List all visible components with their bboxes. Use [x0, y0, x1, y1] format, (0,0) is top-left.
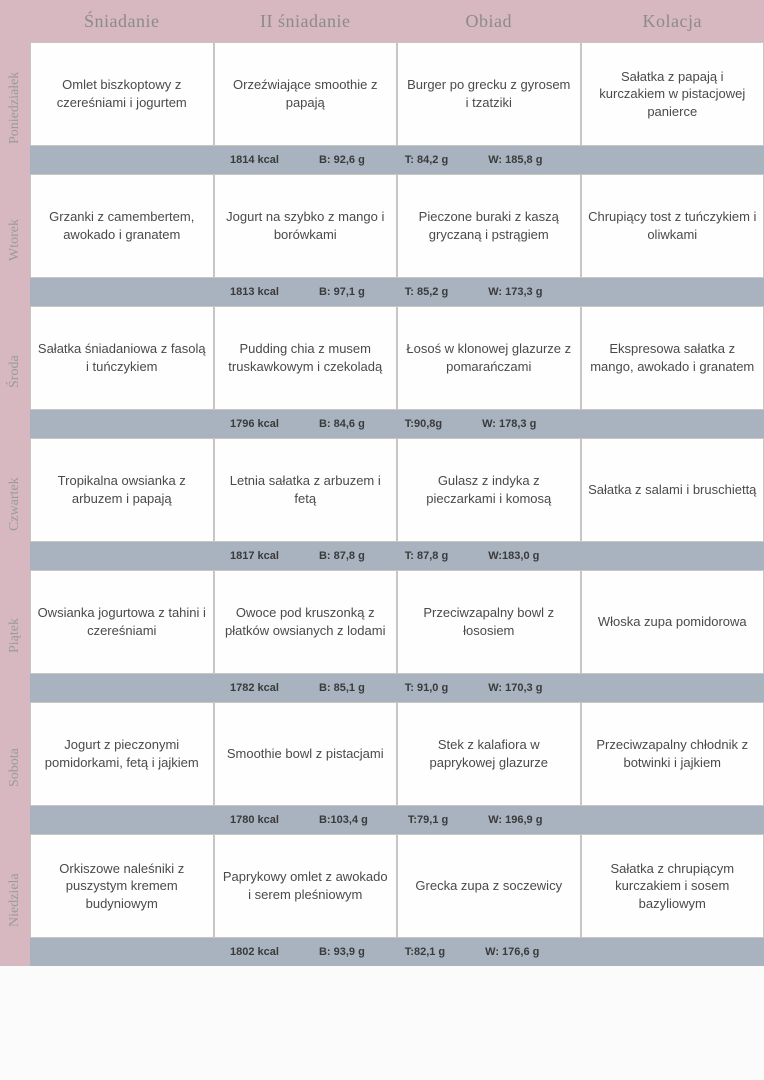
nutrition-w: W: 185,8 g: [488, 154, 542, 166]
header-obiad: Obiad: [397, 0, 581, 42]
nutrition-row: 1813 kcal B: 97,1 g T: 85,2 g W: 173,3 g: [30, 278, 764, 306]
nutrition-kcal: 1802 kcal: [230, 946, 279, 958]
nutrition-row: 1796 kcal B: 84,6 g T:90,8g W: 178,3 g: [30, 410, 764, 438]
meal-cell: Stek z kalafiora w paprykowej glazurze: [397, 702, 581, 806]
meal-cell: Grzanki z camembertem, awokado i granate…: [30, 174, 214, 278]
meal-cell: Omlet biszkoptowy z czereśniami i jogurt…: [30, 42, 214, 146]
meal-cell: Tropikalna owsianka z arbuzem i papają: [30, 438, 214, 542]
nutrition-b: B: 92,6 g: [319, 154, 365, 166]
meal-cell: Letnia sałatka z arbuzem i fetą: [214, 438, 398, 542]
header-sniadanie2: II śniadanie: [214, 0, 398, 42]
nutrition-kcal: 1813 kcal: [230, 286, 279, 298]
nutrition-b: B: 93,9 g: [319, 946, 365, 958]
corner-spacer: [0, 0, 30, 42]
nutrition-b: B: 97,1 g: [319, 286, 365, 298]
day-label-6: Niedziela: [0, 834, 30, 966]
meal-cell: Smoothie bowl z pistacjami: [214, 702, 398, 806]
nutrition-t: T: 84,2 g: [405, 154, 448, 166]
meal-cell: Jogurt na szybko z mango i borówkami: [214, 174, 398, 278]
meal-cell: Sałatka śniadaniowa z fasolą i tuńczykie…: [30, 306, 214, 410]
nutrition-kcal: 1814 kcal: [230, 154, 279, 166]
nutrition-kcal: 1796 kcal: [230, 418, 279, 430]
header-kolacja-label: Kolacja: [643, 11, 702, 32]
nutrition-b: B: 85,1 g: [319, 682, 365, 694]
header-sniadanie: Śniadanie: [30, 0, 214, 42]
meal-cell: Sałatka z papają i kurczakiem w pistacjo…: [581, 42, 764, 146]
meal-cell: Orzeźwiające smoothie z papają: [214, 42, 398, 146]
nutrition-t: T: 87,8 g: [405, 550, 448, 562]
header-kolacja: Kolacja: [581, 0, 764, 42]
meal-cell: Ekspresowa sałatka z mango, awokado i gr…: [581, 306, 764, 410]
meal-cell: Orkiszowe naleśniki z puszystym kremem b…: [30, 834, 214, 938]
nutrition-t: T: 91,0 g: [405, 682, 448, 694]
header-sniadanie2-label: II śniadanie: [260, 11, 350, 32]
nutrition-w: W: 173,3 g: [488, 286, 542, 298]
meal-cell: Przeciwzapalny chłodnik z botwinki i jaj…: [581, 702, 764, 806]
meal-cell: Jogurt z pieczonymi pomidorkami, fetą i …: [30, 702, 214, 806]
meal-cell: Paprykowy omlet z awokado i serem pleśni…: [214, 834, 398, 938]
nutrition-w: W:183,0 g: [488, 550, 539, 562]
meal-plan-container: Śniadanie II śniadanie Obiad Kolacja Pon…: [0, 0, 764, 1080]
meal-cell: Przeciwzapalny bowl z łososiem: [397, 570, 581, 674]
nutrition-t: T:79,1 g: [408, 814, 448, 826]
meal-cell: Burger po grecku z gyrosem i tzatziki: [397, 42, 581, 146]
day-label-0: Poniedziałek: [0, 42, 30, 174]
meal-cell: Owsianka jogurtowa z tahini i czereśniam…: [30, 570, 214, 674]
nutrition-w: W: 178,3 g: [482, 418, 536, 430]
meal-cell: Pudding chia z musem truskawkowym i czek…: [214, 306, 398, 410]
nutrition-b: B: 84,6 g: [319, 418, 365, 430]
meal-cell: Włoska zupa pomidorowa: [581, 570, 764, 674]
nutrition-kcal: 1780 kcal: [230, 814, 279, 826]
nutrition-kcal: 1817 kcal: [230, 550, 279, 562]
meal-cell: Gulasz z indyka z pieczarkami i komosą: [397, 438, 581, 542]
day-label-3: Czwartek: [0, 438, 30, 570]
day-label-1: Wtorek: [0, 174, 30, 306]
nutrition-w: W: 196,9 g: [488, 814, 542, 826]
meal-cell: Sałatka z chrupiącym kurczakiem i sosem …: [581, 834, 764, 938]
day-label-4: Piątek: [0, 570, 30, 702]
nutrition-b: B:103,4 g: [319, 814, 368, 826]
header-sniadanie-label: Śniadanie: [84, 11, 159, 32]
meal-cell: Pieczone buraki z kaszą gryczaną i pstrą…: [397, 174, 581, 278]
nutrition-w: W: 170,3 g: [488, 682, 542, 694]
meal-cell: Chrupiący tost z tuńczykiem i oliwkami: [581, 174, 764, 278]
nutrition-w: W: 176,6 g: [485, 946, 539, 958]
nutrition-row: 1802 kcal B: 93,9 g T:82,1 g W: 176,6 g: [30, 938, 764, 966]
nutrition-t: T:90,8g: [405, 418, 442, 430]
nutrition-kcal: 1782 kcal: [230, 682, 279, 694]
nutrition-t: T: 85,2 g: [405, 286, 448, 298]
day-label-2: Środa: [0, 306, 30, 438]
nutrition-b: B: 87,8 g: [319, 550, 365, 562]
nutrition-t: T:82,1 g: [405, 946, 445, 958]
nutrition-row: 1814 kcal B: 92,6 g T: 84,2 g W: 185,8 g: [30, 146, 764, 174]
meal-cell: Sałatka z salami i bruschiettą: [581, 438, 764, 542]
meal-cell: Łosoś w klonowej glazurze z pomarańczami: [397, 306, 581, 410]
nutrition-row: 1780 kcal B:103,4 g T:79,1 g W: 196,9 g: [30, 806, 764, 834]
header-obiad-label: Obiad: [466, 11, 513, 32]
nutrition-row: 1817 kcal B: 87,8 g T: 87,8 g W:183,0 g: [30, 542, 764, 570]
nutrition-row: 1782 kcal B: 85,1 g T: 91,0 g W: 170,3 g: [30, 674, 764, 702]
meal-cell: Grecka zupa z soczewicy: [397, 834, 581, 938]
day-label-5: Sobota: [0, 702, 30, 834]
meal-cell: Owoce pod kruszonką z płatków owsianych …: [214, 570, 398, 674]
